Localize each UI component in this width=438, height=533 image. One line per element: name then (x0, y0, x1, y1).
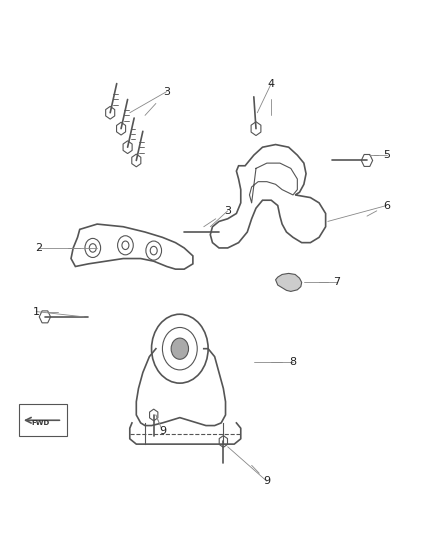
Bar (19, 405, 67, 436)
Polygon shape (219, 435, 227, 447)
Polygon shape (361, 155, 373, 166)
Polygon shape (251, 122, 261, 135)
Text: FWD: FWD (32, 420, 49, 426)
Text: 3: 3 (224, 206, 231, 216)
Text: 9: 9 (159, 426, 166, 436)
Polygon shape (149, 409, 158, 421)
Polygon shape (39, 311, 50, 323)
Polygon shape (123, 141, 132, 154)
Text: 1: 1 (33, 306, 40, 317)
Text: 4: 4 (268, 78, 275, 88)
Polygon shape (106, 107, 115, 119)
Circle shape (171, 338, 188, 359)
Text: 9: 9 (263, 477, 270, 486)
Text: 2: 2 (35, 243, 42, 253)
Text: 5: 5 (383, 150, 390, 160)
Polygon shape (117, 122, 126, 135)
Text: 3: 3 (163, 86, 170, 96)
Polygon shape (132, 154, 141, 167)
Polygon shape (276, 273, 302, 292)
Text: 7: 7 (333, 277, 340, 287)
Text: 8: 8 (290, 357, 297, 367)
Text: 6: 6 (383, 200, 390, 211)
